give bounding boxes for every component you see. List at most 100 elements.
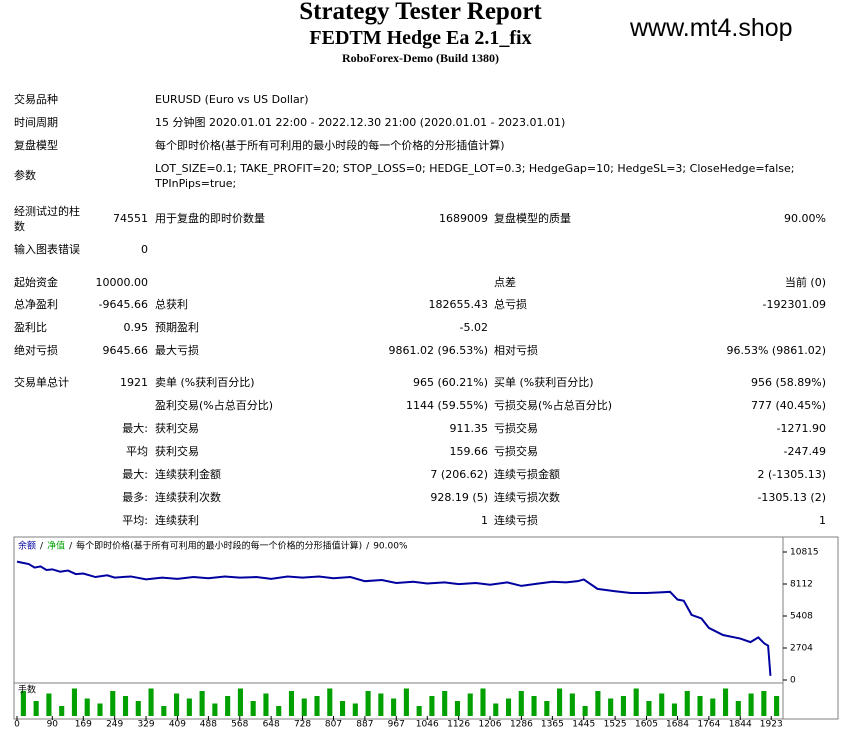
volume-bar [646, 701, 652, 716]
volume-bar [339, 701, 346, 716]
volume-bar [774, 696, 780, 716]
watermark: www.mt4.shop [630, 14, 793, 42]
stat-label: 连续亏损 [494, 514, 538, 527]
volume-bar [59, 706, 65, 716]
volume-bar [263, 693, 269, 716]
volume-bar [684, 691, 690, 716]
stat-value: -192301.09 [762, 298, 826, 311]
volume-bar [608, 698, 614, 716]
volume-bar [301, 698, 307, 716]
volume-bar [633, 688, 639, 716]
volume-bar [569, 693, 575, 716]
stat-label: 亏损交易 [494, 422, 538, 435]
info-label: 时间周期 [14, 116, 58, 129]
balance-line [16, 560, 772, 676]
x-tick-label: 329 [137, 720, 154, 730]
stat-label: 点差 [494, 276, 516, 289]
volume-bar [327, 688, 333, 716]
volume-bar [467, 693, 473, 716]
y-tick-label: 2704 [790, 644, 813, 654]
volume-bar [46, 693, 52, 716]
stat-label: 盈利比 [14, 321, 47, 334]
stat-label: 连续亏损次数 [494, 491, 560, 504]
stat-value: 1144 (59.55%) [405, 399, 488, 412]
stat-label: 总亏损 [494, 298, 527, 311]
stat-label: 最大亏损 [155, 344, 199, 357]
volume-bar [199, 691, 205, 716]
stat-value: 928.19 (5) [430, 491, 488, 504]
stat-value: 159.66 [449, 445, 489, 458]
volume-bar [518, 691, 524, 716]
volume-bar [493, 703, 499, 716]
legend-entry: 余额 [18, 540, 36, 552]
info-value: 每个即时价格(基于所有可利用的最小时段的每一个价格的分形插值计算) [155, 139, 505, 152]
stat-value: 1689009 [439, 212, 488, 225]
volume-bar [97, 703, 103, 716]
report-subtitle: FEDTM Hedge Ea 2.1_fix [309, 27, 532, 49]
info-value: EURUSD (Euro vs US Dollar) [155, 93, 309, 106]
stat-label: 起始资金 [14, 276, 58, 289]
volume-bar [505, 698, 512, 716]
x-tick-label: 1206 [479, 720, 502, 730]
stat-value: 0 [141, 243, 148, 256]
stat-label: 输入图表错误 [14, 243, 80, 256]
volume-bar [659, 693, 665, 716]
info-value: TPInPips=true; [155, 176, 237, 190]
volume-bar [403, 688, 409, 716]
stat-value: 965 (60.21%) [412, 376, 488, 389]
stat-value: 10000.00 [95, 276, 149, 289]
volume-bar [250, 701, 256, 716]
legend-entry: 净值 [47, 540, 65, 552]
model-text: 每个即时价格(基于所有可利用的最小时段的每一个价格的分形插值计算) [76, 540, 362, 552]
stat-label: 预期盈利 [155, 321, 199, 334]
chart-frame [13, 536, 839, 720]
stat-label: 亏损交易 [494, 445, 538, 458]
stat-label: 复盘模型的质量 [494, 212, 571, 225]
y-tick-label: 10815 [790, 548, 819, 558]
stat-label: 总净盈利 [14, 298, 58, 311]
info-label: 交易品种 [14, 93, 58, 106]
y-tick-label: 0 [790, 676, 796, 686]
info-label: 参数 [14, 169, 36, 182]
stat-value: 0.95 [123, 321, 149, 334]
volume-bar [429, 696, 435, 716]
volume-bar [442, 691, 448, 716]
volume-bar [33, 701, 39, 716]
stat-label: 用于复盘的即时价数量 [155, 212, 265, 225]
y-tick-label: 5408 [790, 612, 813, 622]
stat-label: 连续获利次数 [155, 491, 221, 504]
legend-separator: / [69, 542, 73, 552]
volume-bar [710, 698, 716, 716]
stat-value: 74551 [113, 212, 148, 225]
volume-bar [288, 691, 295, 716]
volume-bar [620, 696, 626, 716]
x-tick-label: 169 [75, 720, 92, 730]
x-tick-label: 1844 [729, 720, 752, 730]
volume-bar [582, 706, 588, 716]
volume-bar [135, 701, 141, 716]
stat-label: 经测试过的柱数 [14, 205, 80, 233]
volume-bar [110, 691, 116, 716]
x-tick-label: 1126 [447, 720, 470, 730]
stat-value: 2 (-1305.13) [757, 468, 826, 481]
volume-label: 手数 [18, 684, 36, 696]
stat-value: 1 [481, 514, 488, 527]
stat-value: -9645.66 [98, 298, 148, 311]
legend-separator: / [366, 542, 370, 552]
volume-bar [161, 706, 167, 716]
x-tick-label: 1605 [635, 720, 658, 730]
report-title: Strategy Tester Report [299, 0, 542, 25]
stat-label: 相对亏损 [494, 344, 538, 357]
info-value: 15 分钟图 2020.01.01 22:00 - 2022.12.30 21:… [155, 116, 566, 129]
stat-value: 1 [819, 514, 826, 527]
x-tick-label: 1046 [416, 720, 439, 730]
x-tick-label: 1286 [510, 720, 533, 730]
quality-text: 90.00% [373, 542, 408, 552]
x-tick-label: 967 [388, 720, 405, 730]
stat-value: 182655.43 [428, 298, 489, 311]
stat-value: 当前 (0) [784, 276, 826, 289]
stat-value: 911.35 [449, 422, 489, 435]
stat-value: 956 (58.89%) [750, 376, 826, 389]
stat-label: 绝对亏损 [14, 344, 58, 357]
